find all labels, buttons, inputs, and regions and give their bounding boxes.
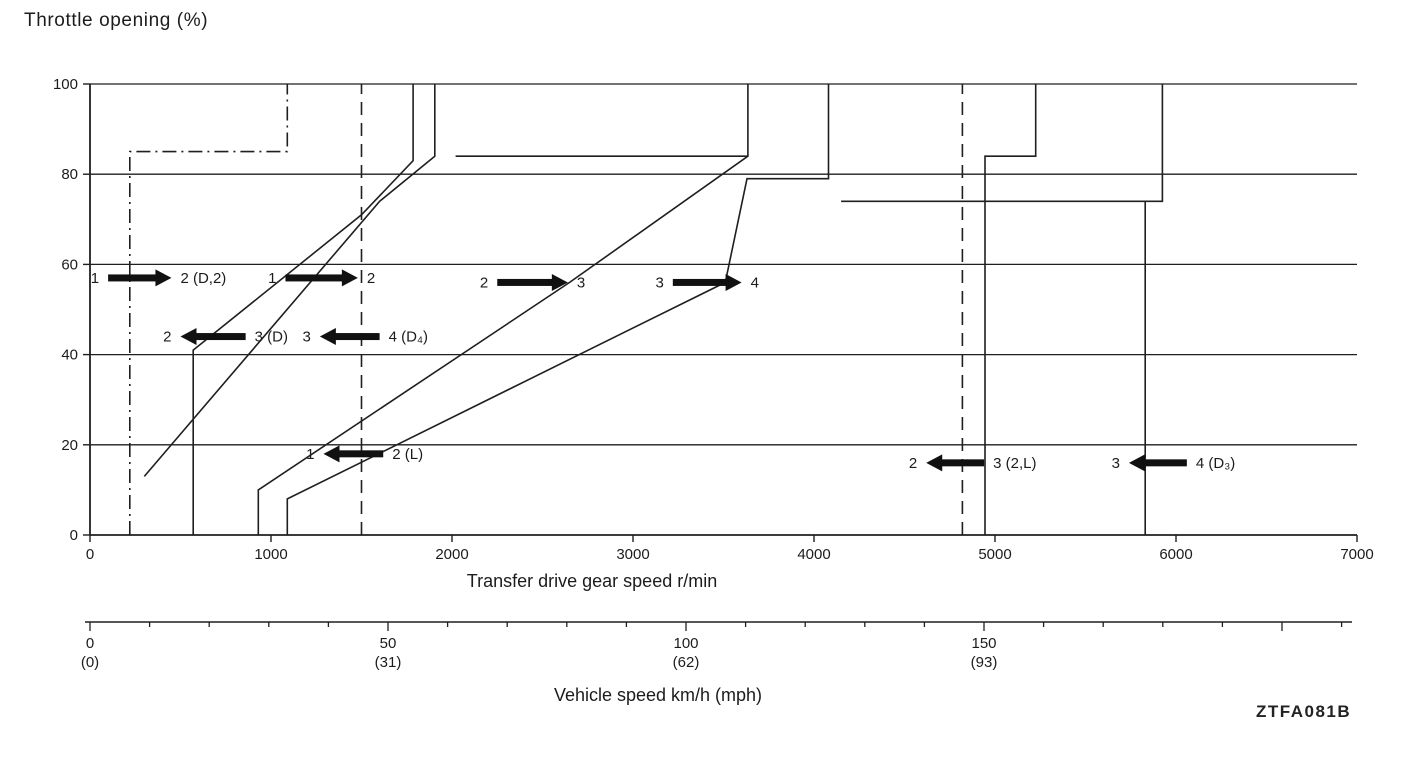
shift-line bbox=[841, 84, 1164, 203]
shift-line bbox=[286, 84, 830, 535]
speed-axis-title: Vehicle speed km/h (mph) bbox=[554, 685, 762, 705]
shift-arrow-from-gear: 1 bbox=[91, 270, 99, 287]
shift-arrow-from-gear: 3 bbox=[1112, 455, 1120, 472]
shift-arrow-from-gear: 3 bbox=[655, 274, 663, 291]
shift-arrow-body bbox=[195, 333, 246, 341]
speed-tick-mph-label: (0) bbox=[81, 654, 99, 671]
x-tick-label: 3000 bbox=[616, 546, 649, 563]
shift-arrow-head bbox=[551, 273, 568, 291]
shift-arrow-head bbox=[926, 454, 943, 472]
y-tick-label: 60 bbox=[61, 256, 78, 273]
y-tick-label: 20 bbox=[61, 437, 78, 454]
x-tick-label: 6000 bbox=[1159, 546, 1192, 563]
shift-arrow-to-gear: 2 (D,2) bbox=[180, 270, 226, 287]
x-tick-label: 2000 bbox=[435, 546, 468, 563]
shift-arrow-to-gear: 3 bbox=[577, 274, 585, 291]
shift-arrow-body bbox=[672, 278, 727, 286]
shift-arrow-body bbox=[497, 278, 553, 286]
x-tick-label: 5000 bbox=[978, 546, 1011, 563]
shift-arrow-body bbox=[1143, 459, 1187, 467]
y-tick-label: 100 bbox=[53, 76, 78, 93]
y-tick-label: 0 bbox=[70, 527, 78, 544]
x-tick-label: 1000 bbox=[254, 546, 287, 563]
shift-arrow-to-gear: 4 (D₄) bbox=[389, 329, 428, 346]
y-axis-title: Throttle opening (%) bbox=[24, 10, 209, 31]
shift-arrow-head bbox=[319, 328, 336, 346]
x-axis-title: Transfer drive gear speed r/min bbox=[467, 571, 717, 591]
shift-arrow-from-gear: 1 bbox=[306, 446, 314, 463]
x-tick-label: 0 bbox=[86, 546, 94, 563]
shift-arrow-body bbox=[108, 274, 157, 282]
shift-arrow-to-gear: 3 (D) bbox=[255, 329, 288, 346]
shift-arrow-to-gear: 2 bbox=[367, 270, 375, 287]
shift-arrow-to-gear: 3 (2,L) bbox=[993, 455, 1036, 472]
shift-line bbox=[257, 84, 749, 535]
shift-arrow-body bbox=[941, 459, 985, 467]
shift-arrow-head bbox=[725, 273, 742, 291]
shift-arrow-from-gear: 2 bbox=[480, 274, 488, 291]
y-tick-label: 80 bbox=[61, 166, 78, 183]
speed-tick-label: 100 bbox=[673, 635, 698, 652]
shift-arrow-from-gear: 3 bbox=[303, 329, 311, 346]
shift-arrow-head bbox=[155, 269, 172, 287]
speed-tick-mph-label: (93) bbox=[971, 654, 998, 671]
figure-code: ZTFA081B bbox=[1256, 702, 1352, 721]
shift-arrow-from-gear: 2 bbox=[163, 329, 171, 346]
shift-arrow-to-gear: 2 (L) bbox=[392, 446, 423, 463]
shift-arrow-head bbox=[323, 445, 340, 463]
shift-arrow-head bbox=[341, 269, 358, 287]
speed-tick-label: 150 bbox=[971, 635, 996, 652]
speed-tick-mph-label: (62) bbox=[673, 654, 700, 671]
shift-line bbox=[143, 84, 436, 477]
shift-arrow-to-gear: 4 (D₃) bbox=[1196, 455, 1235, 472]
shift-arrow-body bbox=[285, 274, 343, 282]
speed-tick-mph-label: (31) bbox=[375, 654, 402, 671]
shift-arrow-from-gear: 1 bbox=[268, 270, 276, 287]
shift-arrow-body bbox=[338, 450, 384, 458]
shift-line bbox=[984, 84, 1037, 535]
speed-tick-label: 50 bbox=[380, 635, 397, 652]
shift-arrow-to-gear: 4 bbox=[751, 274, 759, 291]
y-tick-label: 40 bbox=[61, 347, 78, 364]
x-tick-label: 4000 bbox=[797, 546, 830, 563]
shift-arrow-head bbox=[1128, 454, 1145, 472]
shift-line bbox=[129, 84, 289, 535]
speed-tick-label: 0 bbox=[86, 635, 94, 652]
x-tick-label: 7000 bbox=[1340, 546, 1373, 563]
shift-arrow-body bbox=[334, 333, 380, 341]
shift-arrow-from-gear: 2 bbox=[909, 455, 917, 472]
shift-arrow-head bbox=[180, 328, 197, 346]
